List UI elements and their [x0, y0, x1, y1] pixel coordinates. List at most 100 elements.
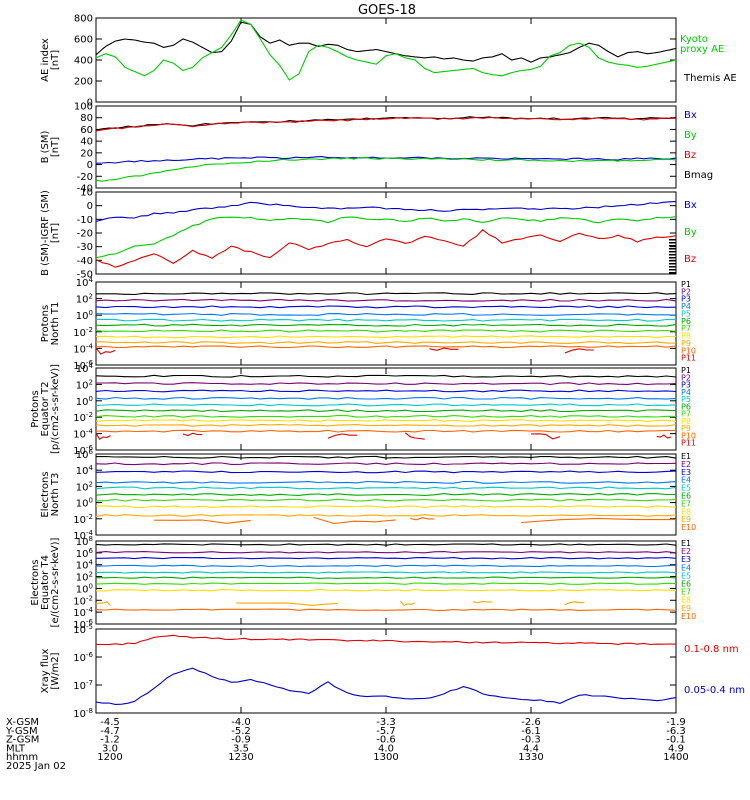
footer-value: 3.0: [102, 743, 118, 754]
legend-label: 0.05-0.4 nm: [684, 685, 745, 696]
series-line-green: [95, 156, 677, 182]
flux-line-E6: [95, 576, 677, 579]
footer-value: -3.3: [376, 717, 396, 728]
tick-label: 100: [74, 102, 93, 113]
flux-line-P6: [95, 323, 677, 327]
channel-label: E7: [681, 499, 691, 508]
channel-label: P9: [681, 424, 691, 433]
channel-label: P3: [681, 295, 691, 304]
channel-label: P8: [681, 417, 691, 426]
flux-line-E8: [95, 505, 677, 509]
tick-label: 10-7: [73, 679, 93, 692]
tick-label: 60: [80, 125, 93, 136]
flux-line-P3: [95, 305, 677, 309]
channel-label: P2: [681, 373, 691, 382]
y-axis-label: Electrons: [30, 559, 41, 605]
footer-value: -0.9: [231, 735, 251, 746]
tick-label: 0: [87, 98, 93, 109]
footer-value: 4.9: [668, 743, 684, 754]
channel-label: E6: [681, 580, 691, 589]
y-axis-label: Protons: [30, 390, 41, 427]
footer-value: -2.6: [521, 717, 541, 728]
tick-label: 10-4: [73, 342, 93, 355]
flux-line-E2: [95, 551, 677, 554]
channel-label: E4: [681, 563, 691, 572]
edge-mark: [669, 248, 676, 250]
flux-segment: [327, 433, 357, 439]
flux-segment: [656, 434, 672, 439]
tick-label: 0: [87, 160, 93, 171]
channel-label: E5: [681, 484, 691, 493]
footer-row-label: Y-GSM: [5, 726, 38, 737]
flux-line-E2: [95, 462, 677, 466]
series-line-green: [95, 19, 677, 81]
flux-line-P8: [95, 335, 677, 339]
flux-line-E1: [95, 455, 677, 459]
legend-label: By: [684, 130, 697, 141]
y-axis-label: [nT]: [50, 223, 61, 243]
flux-segment: [95, 347, 116, 355]
footer-date: 2025 Jan 02: [6, 761, 66, 772]
panel-frame: [95, 191, 677, 275]
tick-label: -20: [77, 229, 93, 240]
tick-label: 400: [74, 56, 93, 67]
flux-line-P5: [95, 403, 677, 407]
y-axis-label: [p/(cm2-s-sr-keV)]: [50, 364, 61, 454]
flux-line-E4: [95, 564, 677, 568]
flux-line-P3: [95, 389, 677, 393]
series-line-black: [95, 21, 677, 63]
footer-row-label: hhmm: [6, 752, 38, 763]
tick-label: 0: [87, 201, 93, 212]
channel-label: E3: [681, 468, 691, 477]
channel-label: E2: [681, 460, 691, 469]
tick-label: 106: [76, 547, 94, 560]
panel-frame: [95, 281, 677, 366]
footer-row-label: Z-GSM: [6, 735, 39, 746]
flux-line-E9: [95, 514, 677, 517]
channel-label: P9: [681, 339, 691, 348]
edge-mark: [669, 260, 676, 262]
tick-label: 102: [76, 480, 93, 493]
channel-label: P3: [681, 381, 691, 390]
legend-label: Bx: [684, 110, 697, 121]
flux-segment: [182, 432, 203, 437]
channel-label: P11: [681, 354, 696, 363]
footer-value: 4.4: [523, 743, 539, 754]
y-axis-label: [nT]: [50, 137, 61, 157]
flux-segment: [95, 432, 111, 440]
edge-mark: [669, 266, 676, 268]
tick-label: 10: [80, 188, 93, 199]
tick-label: -10: [77, 215, 93, 226]
channel-label: P8: [681, 332, 691, 341]
y-axis-label: North T3: [50, 473, 61, 517]
flux-segment: [564, 348, 594, 354]
series-line-green: [95, 216, 677, 259]
tick-label: 10-6: [73, 359, 93, 372]
footer-value: 1330: [518, 752, 543, 763]
flux-line-P6: [95, 409, 677, 413]
panel-xray: Xray flux [W/m2] 10-5 10-6 10-7 10-8 0.1-0.8 n…: [40, 623, 745, 720]
legend-label: Kyoto: [680, 34, 708, 45]
legend-label: Bz: [684, 150, 696, 161]
footer-row-label: X-GSM: [6, 717, 39, 728]
flux-segment: [95, 600, 111, 606]
flux-segment: [530, 433, 561, 440]
y-axis-label: Electrons: [40, 471, 51, 517]
edge-mark: [669, 254, 676, 256]
plot-title: GOES-18: [358, 3, 416, 18]
y-axis-label: [e/(cm2-s-sr-keV)]: [50, 537, 61, 627]
footer-value: -5.2: [231, 726, 251, 737]
tick-label: -40: [77, 256, 93, 267]
footer-value: 3.5: [233, 743, 249, 754]
footer-value: -6.1: [521, 726, 541, 737]
flux-segment: [153, 519, 251, 524]
channel-label: E5: [681, 571, 691, 580]
edge-mark: [669, 245, 676, 247]
tick-label: -50: [77, 270, 93, 281]
tick-label: 10-2: [73, 594, 93, 607]
channel-label: E2: [681, 547, 691, 556]
flux-line-P4: [95, 396, 677, 400]
tick-label: 104: [76, 559, 94, 572]
